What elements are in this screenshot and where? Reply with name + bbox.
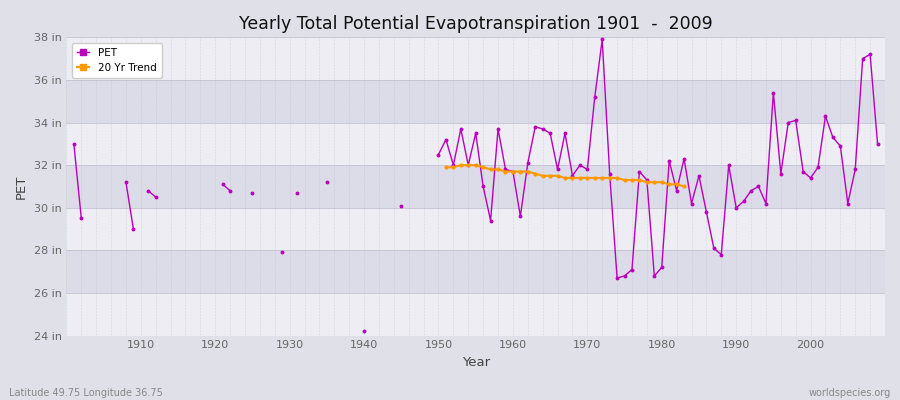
Bar [67,37,885,80]
Bar [67,293,885,336]
Title: Yearly Total Potential Evapotranspiration 1901  -  2009: Yearly Total Potential Evapotranspiratio… [238,15,713,33]
Bar [67,208,885,250]
Legend: PET, 20 Yr Trend: PET, 20 Yr Trend [72,42,162,78]
Text: worldspecies.org: worldspecies.org [809,388,891,398]
X-axis label: Year: Year [462,356,490,369]
Y-axis label: PET: PET [15,174,28,199]
Text: Latitude 49.75 Longitude 36.75: Latitude 49.75 Longitude 36.75 [9,388,163,398]
Bar [67,122,885,165]
